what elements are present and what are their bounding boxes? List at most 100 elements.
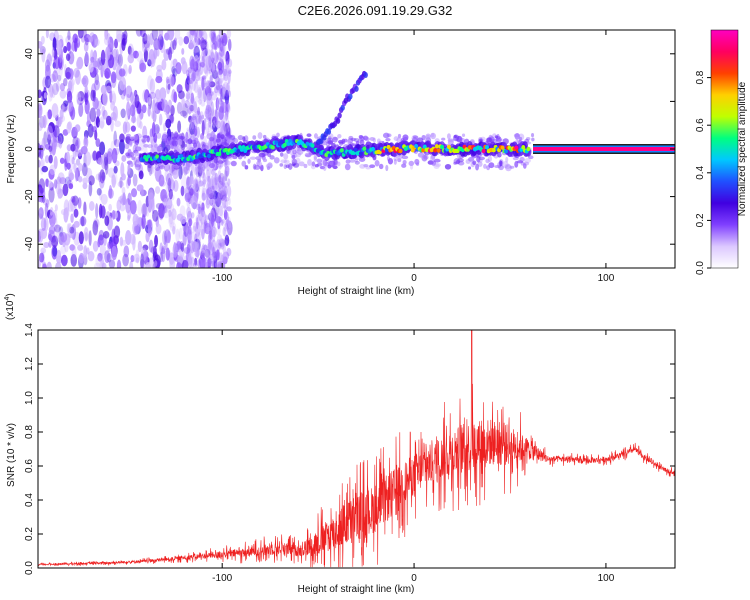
spectrogram-speckle — [102, 91, 108, 107]
spectrogram-speckle — [171, 66, 176, 75]
spectrogram-speckle — [402, 134, 409, 141]
spectrogram-speckle — [214, 83, 219, 97]
spectrogram-speckle — [208, 54, 212, 68]
spectrogram-speckle — [83, 245, 88, 259]
spectrogram-speckle — [408, 160, 415, 167]
spectrogram-speckle — [430, 132, 436, 140]
spectrogram-speckle — [66, 223, 70, 234]
colorbar: 0.0 0.2 0.4 0.6 0.8 Normalized spectral ampl… — [695, 29, 748, 275]
spectrogram-speckle — [455, 160, 460, 164]
snr-panel: -100 0 100 0.0 0.2 0.4 0.6 0.8 1.0 1.2 1.4 Height… — [4, 293, 676, 595]
spectrogram-speckle — [495, 138, 502, 142]
spectrogram-speckle — [524, 158, 531, 164]
spectrogram-speckle — [186, 210, 192, 223]
spectrogram-speckle — [38, 103, 43, 118]
spectrogram-speckle — [52, 246, 58, 257]
spectrogram-speckle — [190, 77, 194, 83]
spectrogram-speckle — [208, 162, 216, 169]
spectrogram-speckle — [211, 252, 215, 262]
spectrogram-speckle — [41, 48, 46, 63]
spectrogram-speckle — [358, 157, 366, 162]
spectrogram-speckle — [66, 144, 72, 152]
spectrogram-speckle — [205, 41, 209, 52]
spectrogram-speckle — [210, 101, 214, 117]
spectrogram-speckle — [313, 154, 318, 160]
spectrogram-speckle — [397, 158, 402, 163]
spectrogram-speckle — [77, 30, 84, 39]
spectrogram-speckle — [193, 81, 199, 93]
spectrogram-speckle — [224, 114, 230, 122]
spectrogram-speckle — [217, 61, 223, 71]
spectrogram-speckle — [117, 181, 125, 188]
spectrogram-speckle — [220, 45, 224, 59]
track-core — [377, 149, 382, 155]
spectrogram-speckle — [186, 127, 191, 132]
spectrogram-speckle — [218, 188, 223, 199]
spectrogram-speckle — [172, 242, 178, 258]
spectrogram-speckle — [208, 69, 214, 74]
spectrogram-speckle — [354, 158, 358, 163]
spectrogram-speckle — [211, 108, 215, 120]
spectrogram-speckle — [127, 152, 135, 158]
spectrogram-speckle — [217, 176, 224, 185]
spectrogram-speckle — [149, 78, 156, 94]
spectrogram-speckle — [65, 35, 72, 45]
spectrogram-speckle — [167, 177, 172, 193]
spectrogram-y-tick-label: 0 — [24, 146, 35, 152]
spectrogram-speckle — [54, 204, 58, 212]
spectrogram-speckle — [97, 172, 102, 183]
spectrogram-speckle — [145, 208, 150, 217]
spectrogram-speckle — [193, 71, 196, 81]
spectrogram-speckle — [332, 136, 338, 143]
spectrogram-speckle — [364, 136, 370, 142]
spectrogram-speckle — [190, 114, 195, 130]
spectrogram-speckle — [84, 37, 89, 46]
branch-track — [340, 104, 345, 111]
spectrogram-x-tick-label: 0 — [411, 273, 417, 284]
spectrogram-speckle — [211, 178, 218, 192]
spectrogram-speckle — [203, 117, 207, 131]
spectrogram-speckle — [142, 139, 146, 144]
spectrogram-speckle — [78, 149, 84, 157]
track-core — [398, 148, 403, 154]
spectrogram-speckle — [59, 89, 67, 99]
spectrogram-speckle — [73, 67, 80, 78]
spectrogram-speckle — [295, 157, 301, 165]
spectrogram-speckle — [122, 121, 128, 135]
spectrogram-speckle — [225, 50, 230, 66]
branch-track — [318, 138, 324, 145]
spectrogram-speckle — [94, 219, 100, 228]
spectrogram-speckle — [221, 176, 225, 188]
spectrogram-speckle — [279, 152, 284, 157]
spectrogram-speckle — [222, 70, 226, 81]
spectrogram-speckle — [111, 210, 116, 220]
spectrogram-speckle — [54, 140, 62, 148]
spectrogram-speckle — [202, 190, 206, 202]
spectrogram-speckle — [227, 178, 231, 187]
spectrogram-speckle — [265, 163, 273, 169]
branch-track — [337, 112, 342, 119]
spectrogram-speckle — [194, 95, 200, 103]
spectrogram-speckle — [218, 69, 222, 80]
spectrogram-speckle — [197, 106, 201, 116]
spectrogram-speckle — [197, 250, 202, 256]
spectrogram-speckle — [220, 134, 225, 139]
spectrogram-speckle — [141, 214, 146, 230]
spectrogram-x-ticks: -100 0 100 — [212, 30, 615, 284]
spectrogram-speckle — [53, 155, 58, 170]
spectrogram-speckle — [173, 179, 179, 192]
spectrogram-speckle — [99, 175, 105, 189]
spectrogram-speckle — [327, 133, 334, 140]
spectrogram-speckle — [215, 120, 222, 129]
spectrogram-speckle — [176, 101, 183, 114]
spectrogram-speckle — [38, 207, 44, 219]
spectrogram-speckle — [214, 40, 218, 51]
spectrogram-speckle — [214, 207, 217, 215]
spectrogram-speckle — [92, 240, 99, 252]
spectrogram-speckle — [193, 128, 198, 137]
spectrogram-speckle — [65, 71, 71, 79]
spectrogram-speckle — [187, 138, 193, 145]
spectrogram-speckle — [183, 36, 190, 45]
spectrogram-speckle — [205, 94, 210, 101]
spectrogram-speckle — [113, 225, 121, 239]
